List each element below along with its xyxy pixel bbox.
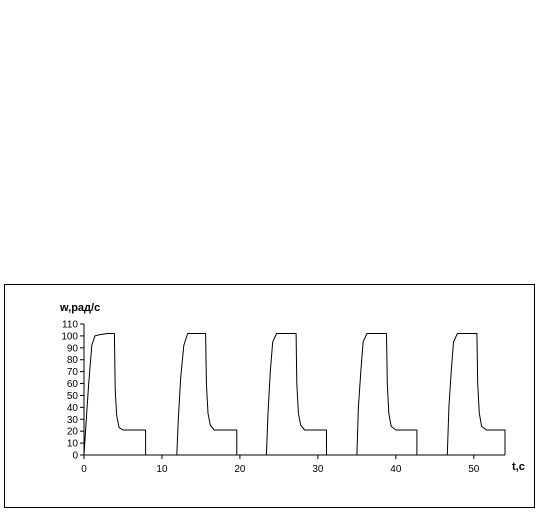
x-tick-label: 40 — [390, 464, 402, 475]
x-tick-label: 10 — [156, 464, 168, 475]
x-axis-title: t,c — [512, 461, 525, 473]
y-tick-label: 50 — [67, 391, 79, 402]
y-tick-label: 30 — [67, 415, 79, 426]
y-axis-title: w,рад/с — [59, 302, 100, 314]
chart-frame: w,рад/с t,c 0 10 20 30 40 50 60 70 80 90 100 110 0 10… — [4, 284, 535, 508]
y-tick-label: 100 — [61, 331, 78, 342]
y-tick-label: 90 — [67, 343, 79, 354]
y-tick-label: 70 — [67, 367, 79, 378]
y-tick-label: 60 — [67, 379, 79, 390]
series-line-1 — [83, 333, 506, 456]
x-tick-label: 0 — [81, 464, 87, 475]
y-tick-label: 10 — [67, 439, 79, 450]
x-tick-label: 50 — [468, 464, 480, 475]
x-tick-label: 30 — [312, 464, 324, 475]
y-tick-label: 40 — [67, 403, 79, 414]
y-tick-label: 20 — [67, 427, 79, 438]
y-tick-label: 80 — [67, 355, 79, 366]
y-tick-label: 110 — [62, 320, 78, 331]
x-tick-label: 20 — [234, 464, 246, 475]
y-tick-label: 0 — [72, 451, 78, 462]
